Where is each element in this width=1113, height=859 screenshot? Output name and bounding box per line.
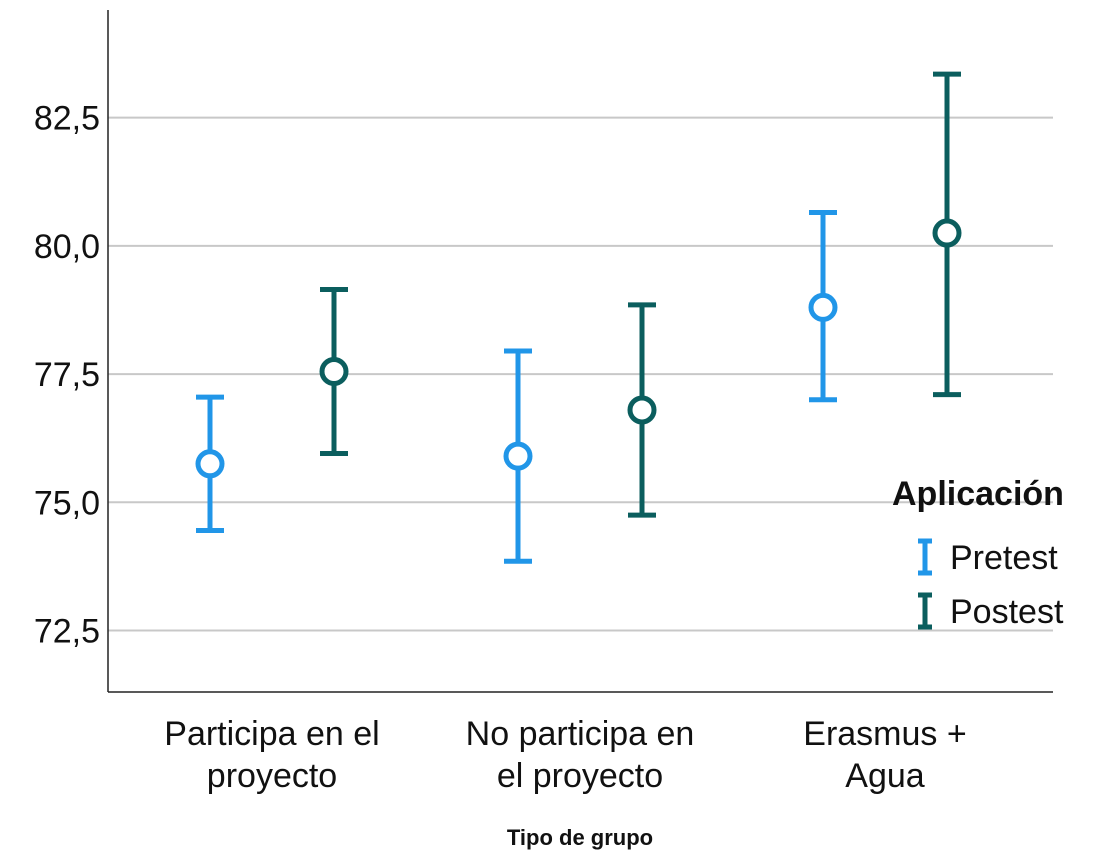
legend-item-pretest: Pretest <box>918 538 1058 577</box>
y-tick-label: 80,0 <box>34 228 100 266</box>
y-tick-label: 75,0 <box>34 484 100 522</box>
y-tick-labels: 72,5 75,0 77,5 80,0 82,5 <box>34 100 100 651</box>
x-category-label: Participa en el proyecto <box>164 715 379 795</box>
x-axis-title: Tipo de grupo <box>507 825 653 850</box>
error-bars <box>195 71 962 564</box>
error-bar-postest <box>932 71 962 398</box>
legend-title: Aplicación <box>892 475 1064 513</box>
error-bar-postest <box>319 286 349 457</box>
y-tick-label: 77,5 <box>34 356 100 394</box>
legend-items: Pretest Postest <box>918 538 1064 631</box>
error-bar-postest <box>627 302 657 518</box>
x-category-labels: Participa en el proyecto No participa en el… <box>164 715 966 795</box>
error-bar-pretest <box>808 210 838 403</box>
y-tick-label: 82,5 <box>34 100 100 138</box>
legend-label: Postest <box>950 593 1064 631</box>
legend-item-postest: Postest <box>918 592 1064 631</box>
x-category-label: No participa en el proyecto <box>466 715 695 795</box>
error-bar-pretest <box>503 348 533 564</box>
mean-marker <box>195 449 225 479</box>
legend: Aplicación Pretest Postest <box>892 475 1064 631</box>
error-bar-pretest <box>195 394 225 533</box>
mean-marker <box>627 395 657 425</box>
legend-label: Pretest <box>950 539 1058 577</box>
mean-marker <box>932 218 962 248</box>
mean-marker <box>808 292 838 322</box>
gridlines <box>108 116 1053 632</box>
mean-marker <box>319 357 349 387</box>
y-tick-label: 72,5 <box>34 612 100 650</box>
mean-marker <box>503 441 533 471</box>
x-category-label: Erasmus + Agua <box>803 715 966 795</box>
